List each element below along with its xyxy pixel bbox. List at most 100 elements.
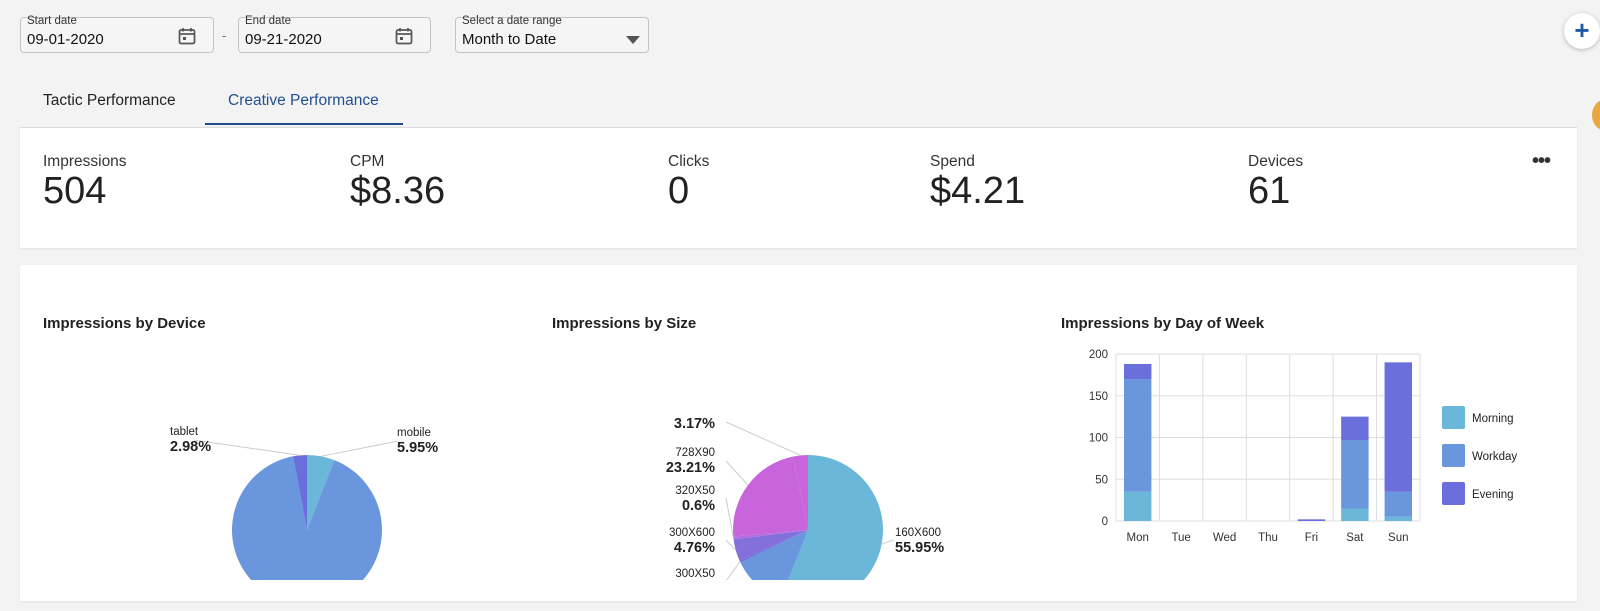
y-tick-label: 0 — [1102, 516, 1108, 528]
leader-line — [193, 439, 301, 456]
pie-slice-slice-6[interactable] — [793, 455, 808, 530]
slice-value-label: 23.21% — [666, 460, 715, 476]
calendar-icon[interactable] — [178, 27, 196, 50]
leader-line — [320, 440, 399, 457]
x-tick-label: Thu — [1258, 532, 1278, 544]
slice-value-label: 3.17% — [674, 416, 715, 432]
side-handle[interactable] — [1592, 100, 1600, 130]
x-tick-label: Fri — [1305, 532, 1318, 544]
metric-value: 0 — [668, 170, 690, 212]
end-date-field[interactable]: End date 09-21-2020 — [238, 15, 431, 53]
metric-label: Devices — [1248, 153, 1304, 170]
pie-slice-320x50[interactable] — [733, 530, 808, 540]
bar-sun-morning[interactable] — [1384, 516, 1412, 521]
pie-slice-pc[interactable] — [232, 456, 382, 580]
metric-spend: Spend $4.21 — [930, 153, 1025, 211]
pie-slice-300x250[interactable] — [740, 530, 808, 580]
y-tick-label: 150 — [1089, 391, 1108, 403]
metric-label: Spend — [930, 153, 975, 170]
metric-impressions: Impressions 504 — [43, 153, 127, 211]
tabs-divider — [20, 127, 1577, 128]
leader-line — [881, 539, 895, 545]
slice-value-label: 0.6% — [682, 498, 715, 514]
legend-swatch-workday — [1442, 444, 1465, 467]
metric-value: $4.21 — [930, 170, 1026, 212]
metric-devices: Devices 61 — [1248, 153, 1303, 211]
x-tick-label: Tue — [1171, 532, 1190, 544]
date-range-select[interactable]: Select a date range Month to Date — [455, 15, 649, 53]
size-pie-chart: 160X60055.95%300X25011.9%300X500.4%300X6… — [666, 416, 944, 580]
metric-cpm: CPM $8.36 — [350, 153, 445, 211]
slice-label: 160X600 — [895, 527, 941, 539]
pie-slice-300x50[interactable] — [739, 530, 808, 563]
metric-label: Clicks — [668, 153, 710, 170]
legend-swatch-evening — [1442, 482, 1465, 505]
y-tick-label: 100 — [1089, 433, 1108, 445]
bar-mon-morning[interactable] — [1124, 491, 1152, 521]
pie-slice-300x600[interactable] — [733, 530, 808, 561]
y-tick-label: 50 — [1095, 474, 1108, 486]
end-date-value: 09-21-2020 — [245, 31, 322, 48]
slice-value-label: 55.95% — [895, 540, 944, 556]
tab-tactic-performance[interactable]: Tactic Performance — [43, 92, 176, 109]
day-of-week-chart: 0 50 100 150 200 Mon Tue Wed Thu Fri Sat Sun Morning… — [1089, 349, 1518, 544]
metric-value: $8.36 — [350, 170, 446, 212]
end-date-label: End date — [245, 15, 292, 27]
slice-label: mobile — [397, 427, 431, 439]
active-tab-indicator — [205, 123, 403, 125]
day-chart-title: Impressions by Day of Week — [1061, 315, 1265, 332]
metric-value: 504 — [43, 170, 107, 212]
slice-label: tablet — [170, 426, 199, 438]
add-button[interactable]: + — [1564, 13, 1600, 49]
slice-value-label: 5.95% — [397, 440, 438, 456]
date-separator: - — [222, 28, 227, 43]
start-date-field[interactable]: Start date 09-01-2020 — [20, 15, 214, 53]
bar-mon-workday[interactable] — [1124, 379, 1152, 492]
pie-slice-160x600[interactable] — [781, 455, 883, 580]
metric-clicks: Clicks 0 — [668, 153, 709, 211]
date-range-value: Month to Date — [462, 31, 557, 48]
slice-value-label: 2.98% — [170, 439, 211, 455]
y-tick-label: 200 — [1089, 349, 1108, 361]
pie-slice-mobile[interactable] — [307, 455, 335, 530]
charts-card: Impressions by Device Impressions by Siz… — [20, 265, 1577, 601]
device-chart-title: Impressions by Device — [43, 315, 206, 332]
start-date-value: 09-01-2020 — [27, 31, 104, 48]
size-chart-title: Impressions by Size — [552, 315, 697, 332]
leader-line — [725, 460, 749, 486]
slice-label: 320X50 — [675, 485, 715, 497]
leader-line — [726, 561, 741, 580]
pie-slice-tablet[interactable] — [293, 455, 307, 530]
legend-label: Morning — [1472, 413, 1514, 425]
metric-label: Impressions — [43, 153, 127, 170]
bar-sun-workday[interactable] — [1384, 491, 1412, 517]
bar-sat-workday[interactable] — [1341, 440, 1369, 509]
chevron-down-icon — [626, 31, 640, 49]
bar-sun-evening[interactable] — [1384, 362, 1412, 492]
x-tick-label: Sun — [1388, 532, 1408, 544]
bar-sat-evening[interactable] — [1341, 416, 1369, 441]
bar-fri-evening[interactable] — [1297, 519, 1326, 521]
slice-label: 300X600 — [669, 527, 715, 539]
date-range-label: Select a date range — [462, 15, 562, 27]
start-date-label: Start date — [27, 15, 77, 27]
x-tick-label: Mon — [1127, 532, 1149, 544]
bar-sat-morning[interactable] — [1341, 508, 1369, 521]
calendar-icon[interactable] — [395, 27, 413, 50]
x-tick-label: Wed — [1213, 532, 1236, 544]
x-tick-label: Sat — [1346, 532, 1364, 544]
slice-label: 728X90 — [675, 447, 715, 459]
slice-label: 300X50 — [675, 568, 715, 580]
pie-slice-728x90[interactable] — [733, 456, 808, 537]
slice-value-label: 4.76% — [674, 540, 715, 556]
more-options-icon[interactable]: ••• — [1532, 150, 1551, 172]
leader-line — [725, 539, 737, 551]
legend-label: Evening — [1472, 489, 1514, 501]
bar-mon-evening[interactable] — [1124, 364, 1152, 380]
metric-value: 61 — [1248, 170, 1291, 212]
leader-line — [725, 421, 801, 456]
metrics-card: Impressions 504 CPM $8.36 Clicks 0 Spend… — [20, 128, 1577, 248]
tab-creative-performance[interactable]: Creative Performance — [228, 92, 379, 109]
legend-label: Workday — [1472, 451, 1517, 463]
